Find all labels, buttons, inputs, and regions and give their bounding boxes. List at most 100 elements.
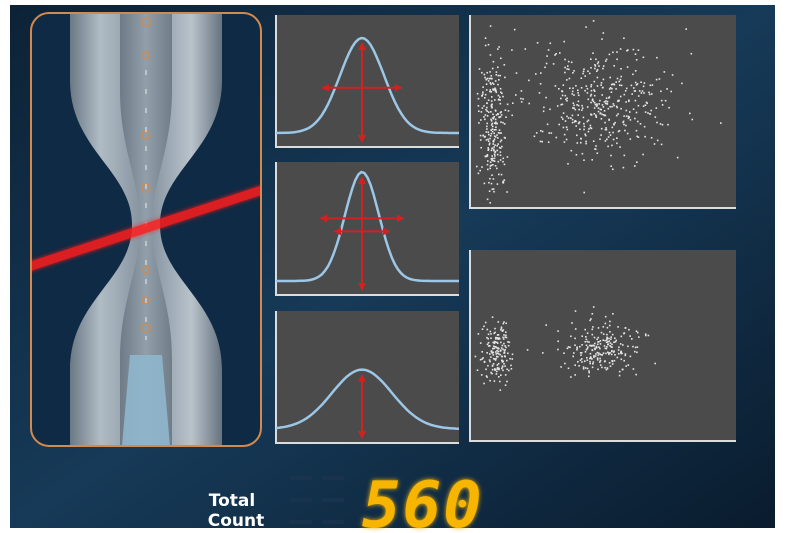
dot [599,353,601,355]
dot [611,83,614,85]
dot [624,129,626,132]
dot [584,360,586,363]
dot [612,131,614,134]
dot [490,164,493,167]
dot [592,326,594,328]
dot [485,89,488,91]
dot [490,356,492,358]
dot [583,125,586,128]
dot [502,95,504,98]
dot [501,367,503,370]
dot [590,127,593,130]
dot [497,132,500,134]
dot [594,65,597,67]
dot [593,113,596,115]
dot [572,72,574,74]
dot [566,100,568,102]
dot [496,183,499,185]
dot [492,88,494,90]
dot [486,328,489,331]
dot [590,58,592,60]
dot [645,101,648,104]
dot [499,380,501,383]
dot [481,328,484,330]
dot [645,334,647,337]
dot [481,351,483,353]
dot [567,163,569,165]
dot [503,321,505,323]
dot [618,346,620,349]
dot [501,145,503,148]
dot [490,75,493,77]
dot [490,120,493,122]
dot [620,350,622,353]
dot [647,334,650,337]
dot [496,153,499,156]
dot [490,149,493,152]
dot [599,359,602,362]
dot [585,140,587,143]
dot [579,128,581,131]
dot [563,141,566,143]
dot [618,99,620,102]
dot [505,322,507,325]
dot [505,331,507,333]
dot [594,67,596,70]
dot [502,336,504,339]
dot [506,103,509,106]
dot [597,107,600,109]
dot [493,140,495,142]
dot [634,165,636,167]
dot [608,340,611,342]
dot [626,132,629,135]
dot [617,130,620,133]
dot [633,87,635,89]
dot [500,327,503,330]
dot [503,64,506,66]
dot [589,126,592,129]
dot [596,103,598,105]
dot [540,72,542,74]
dot [634,70,637,72]
dot [497,353,500,355]
dot [495,370,498,373]
dot [501,344,504,347]
dot [506,368,508,371]
dot [484,44,487,47]
dot [478,122,480,124]
dot [554,54,556,56]
dot [629,138,632,140]
panel-border [30,12,262,447]
dot [506,156,509,158]
dot [496,341,498,344]
dot [543,106,545,109]
dot [561,94,564,97]
dot [574,337,576,340]
dot [491,372,493,375]
dot [592,361,595,363]
dot [589,344,591,347]
dot [590,114,592,116]
dot [503,352,505,354]
dot [482,357,484,359]
dot [604,322,607,325]
dot [592,20,595,22]
dot [483,325,485,328]
flow-cell [31,13,261,446]
dot [660,90,662,93]
dot [635,129,638,132]
dot [499,116,502,118]
dot [594,103,597,106]
dot [480,374,483,376]
dot [487,99,490,101]
dot [490,111,492,113]
dot [611,87,613,90]
dot [497,334,500,336]
dot [634,90,637,92]
dot [494,89,496,92]
dot [493,115,495,118]
dot [586,92,589,94]
dot [554,85,557,87]
